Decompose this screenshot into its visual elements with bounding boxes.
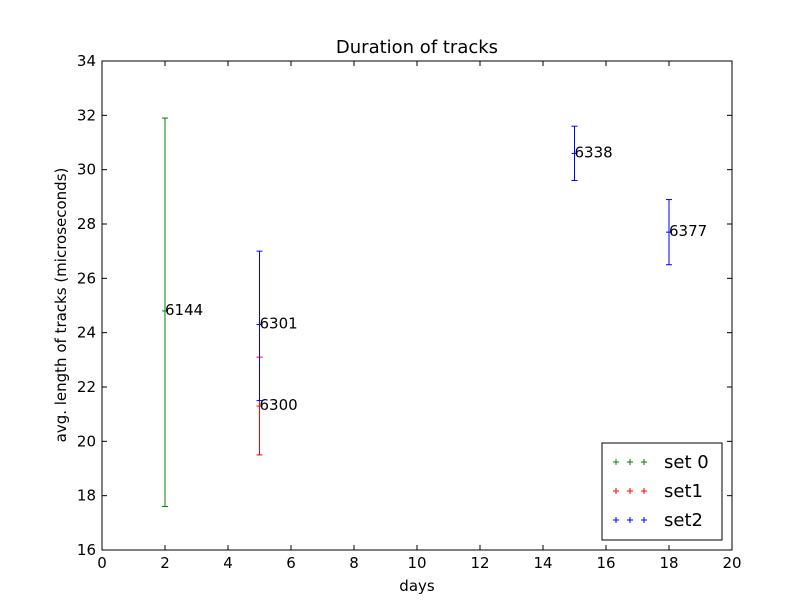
legend-box xyxy=(601,442,723,541)
y-tick-label: 30 xyxy=(77,161,96,179)
y-tick-label: 16 xyxy=(77,541,96,559)
x-tick-label: 12 xyxy=(470,554,489,572)
x-tick-label: 20 xyxy=(722,554,741,572)
y-axis-label: avg. length of tracks (microseconds) xyxy=(52,168,70,443)
x-tick-label: 6 xyxy=(286,554,296,572)
data-point-label: 6301 xyxy=(260,315,298,333)
x-tick-label: 8 xyxy=(349,554,359,572)
y-tick-label: 22 xyxy=(77,378,96,396)
x-tick-label: 16 xyxy=(596,554,615,572)
y-tick-label: 32 xyxy=(77,106,96,124)
legend-entry: set2 xyxy=(664,510,703,531)
data-point-label: 6338 xyxy=(575,143,613,161)
x-tick-label: 4 xyxy=(223,554,233,572)
x-tick-label: 2 xyxy=(160,554,170,572)
plot-frame xyxy=(101,60,733,551)
chart-title: Duration of tracks xyxy=(336,37,498,58)
y-tick-label: 18 xyxy=(77,487,96,505)
x-tick-label: 0 xyxy=(97,554,107,572)
legend-entry: set1 xyxy=(664,481,703,502)
y-tick-label: 24 xyxy=(77,324,96,342)
legend-entry: set 0 xyxy=(664,452,709,473)
y-tick-label: 28 xyxy=(77,215,96,233)
data-point-label: 6300 xyxy=(260,396,298,414)
data-point-label: 6377 xyxy=(669,222,707,240)
x-tick-label: 18 xyxy=(659,554,678,572)
data-point-label: 6144 xyxy=(165,301,203,319)
y-tick-label: 26 xyxy=(77,269,96,287)
x-tick-label: 14 xyxy=(533,554,552,572)
y-tick-label: 20 xyxy=(77,432,96,450)
y-tick-label: 34 xyxy=(77,52,96,70)
x-axis-label: days xyxy=(399,577,435,595)
x-tick-label: 10 xyxy=(407,554,426,572)
